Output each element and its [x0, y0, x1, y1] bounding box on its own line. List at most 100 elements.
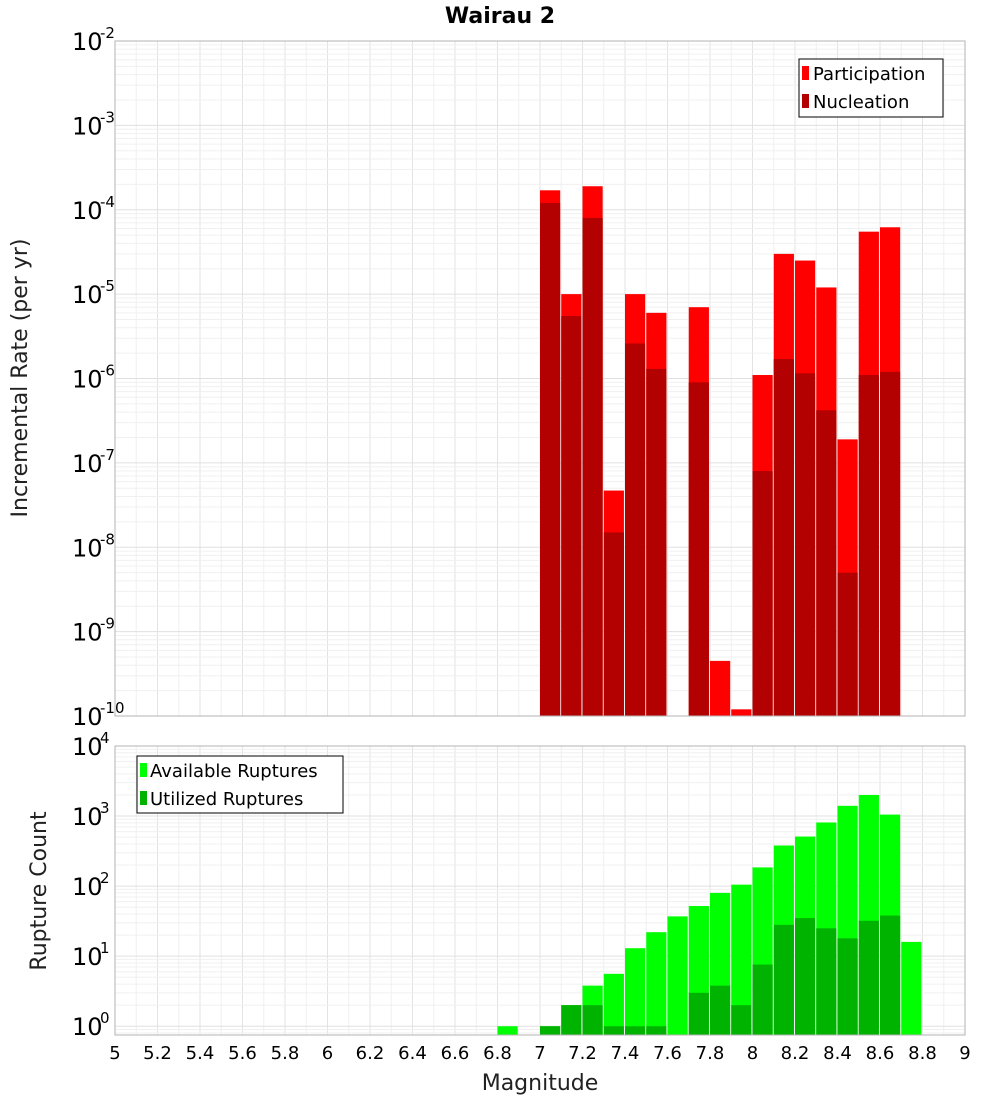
y-tick-exponent: -10 — [100, 699, 125, 717]
available-ruptures-bar — [625, 948, 646, 1035]
y-tick-exponent: -5 — [100, 277, 115, 295]
utilized-ruptures-bar — [561, 1005, 582, 1035]
utilized-ruptures-bar — [858, 920, 879, 1035]
nucleation-bar — [795, 373, 816, 716]
x-tick-label: 7.2 — [568, 1043, 597, 1064]
y-tick-label: 10 — [72, 534, 103, 562]
y-tick-exponent: 3 — [100, 799, 110, 817]
nucleation-bar — [582, 217, 603, 716]
utilized-ruptures-bar — [603, 1026, 624, 1035]
nucleation-bar — [625, 343, 646, 716]
x-tick-label: 8.4 — [823, 1043, 852, 1064]
x-tick-label: 8.2 — [781, 1043, 810, 1064]
y-tick-label: 10 — [72, 1013, 103, 1041]
utilized-ruptures-bar — [540, 1026, 561, 1035]
bottom-legend: Available Ruptures Utilized Ruptures — [136, 755, 344, 814]
available-ruptures-bar — [901, 941, 922, 1035]
bottom-legend-box — [136, 755, 344, 814]
y-tick-label: 10 — [72, 873, 103, 901]
y-tick-label: 10 — [72, 619, 103, 647]
top-legend-box — [798, 58, 944, 118]
available-ruptures-bar — [646, 932, 667, 1035]
x-tick-label: 9 — [959, 1043, 970, 1064]
x-tick-label: 8.8 — [908, 1043, 937, 1064]
bottom-bars — [497, 794, 922, 1035]
utilized-ruptures-bar — [816, 928, 837, 1035]
x-tick-label: 5.4 — [186, 1043, 215, 1064]
available-ruptures-bar — [497, 1026, 518, 1035]
y-tick-label: 10 — [72, 366, 103, 394]
utilized-ruptures-bar — [625, 1026, 646, 1035]
y-tick-exponent: 1 — [100, 939, 110, 957]
y-tick-exponent: 2 — [100, 869, 110, 887]
available-ruptures-bar — [731, 884, 752, 1035]
nucleation-legend-swatch — [802, 94, 809, 108]
x-tick-label: 6.6 — [441, 1043, 470, 1064]
y-tick-label: 10 — [72, 112, 103, 140]
nucleation-bar — [837, 572, 858, 716]
y-tick-exponent: -4 — [100, 193, 115, 211]
x-tick-label: 6 — [322, 1043, 333, 1064]
x-tick-label: 8.6 — [866, 1043, 895, 1064]
x-tick-label: 5 — [109, 1043, 120, 1064]
nucleation-bar — [646, 368, 667, 716]
x-tick-label: 7 — [534, 1043, 545, 1064]
chart-title: Wairau 2 — [445, 4, 555, 29]
participation-legend-swatch — [802, 66, 809, 80]
x-tick-label: 7.4 — [611, 1043, 640, 1064]
x-tick-label: 5.8 — [271, 1043, 300, 1064]
y-tick-exponent: -8 — [100, 530, 115, 548]
bottom-y-axis-label: Rupture Count — [27, 811, 52, 971]
y-tick-label: 10 — [72, 943, 103, 971]
utilized-ruptures-bar — [752, 964, 773, 1035]
utilized-ruptures-bar — [773, 924, 794, 1035]
utilized-ruptures-bar — [646, 1026, 667, 1035]
y-tick-label: 10 — [72, 197, 103, 225]
y-tick-exponent: -2 — [100, 24, 115, 42]
utilized-ruptures-bar — [688, 992, 709, 1035]
utilized-ruptures-bar — [880, 915, 901, 1035]
utilized-legend-label: Utilized Ruptures — [150, 789, 303, 810]
utilized-legend-swatch — [140, 791, 147, 805]
top-y-axis-label: Incremental Rate (per yr) — [8, 239, 33, 518]
x-tick-labels: 5 5.2 5.4 5.6 5.8 6 6.2 6.4 6.6 6.8 7 7.2 7.4 7.6 7.8 8… — [109, 1043, 970, 1064]
nucleation-bar — [752, 471, 773, 716]
y-tick-exponent: -6 — [100, 362, 115, 380]
nucleation-bar — [773, 359, 794, 716]
utilized-ruptures-bar — [710, 985, 731, 1035]
nucleation-bar — [816, 410, 837, 716]
utilized-ruptures-bar — [582, 1005, 603, 1035]
nucleation-bar — [688, 382, 709, 716]
utilized-ruptures-bar — [837, 938, 858, 1035]
available-legend-label: Available Ruptures — [150, 761, 318, 782]
y-tick-label: 10 — [72, 28, 103, 56]
utilized-ruptures-bar — [731, 1005, 752, 1035]
utilized-ruptures-bar — [795, 918, 816, 1035]
participation-bar — [731, 709, 752, 716]
y-tick-label: 10 — [72, 703, 103, 731]
top-legend: Participation Nucleation — [798, 58, 944, 118]
nucleation-legend-label: Nucleation — [813, 92, 909, 113]
y-tick-label: 10 — [72, 733, 103, 761]
x-axis-label: Magnitude — [482, 1071, 599, 1096]
y-tick-exponent: -3 — [100, 108, 115, 126]
x-tick-label: 6.8 — [483, 1043, 512, 1064]
nucleation-bar — [540, 203, 561, 716]
bottom-plot-border — [114, 745, 966, 1036]
x-tick-label: 7.6 — [653, 1043, 682, 1064]
x-tick-label: 5.2 — [143, 1043, 172, 1064]
x-tick-label: 6.2 — [356, 1043, 385, 1064]
y-tick-exponent: -9 — [100, 615, 115, 633]
y-tick-exponent: -7 — [100, 446, 115, 464]
nucleation-bar — [561, 316, 582, 716]
nucleation-bar — [858, 375, 879, 716]
top-bars — [540, 186, 901, 716]
x-tick-label: 7.8 — [696, 1043, 725, 1064]
nucleation-bar — [603, 532, 624, 716]
y-tick-label: 10 — [72, 450, 103, 478]
